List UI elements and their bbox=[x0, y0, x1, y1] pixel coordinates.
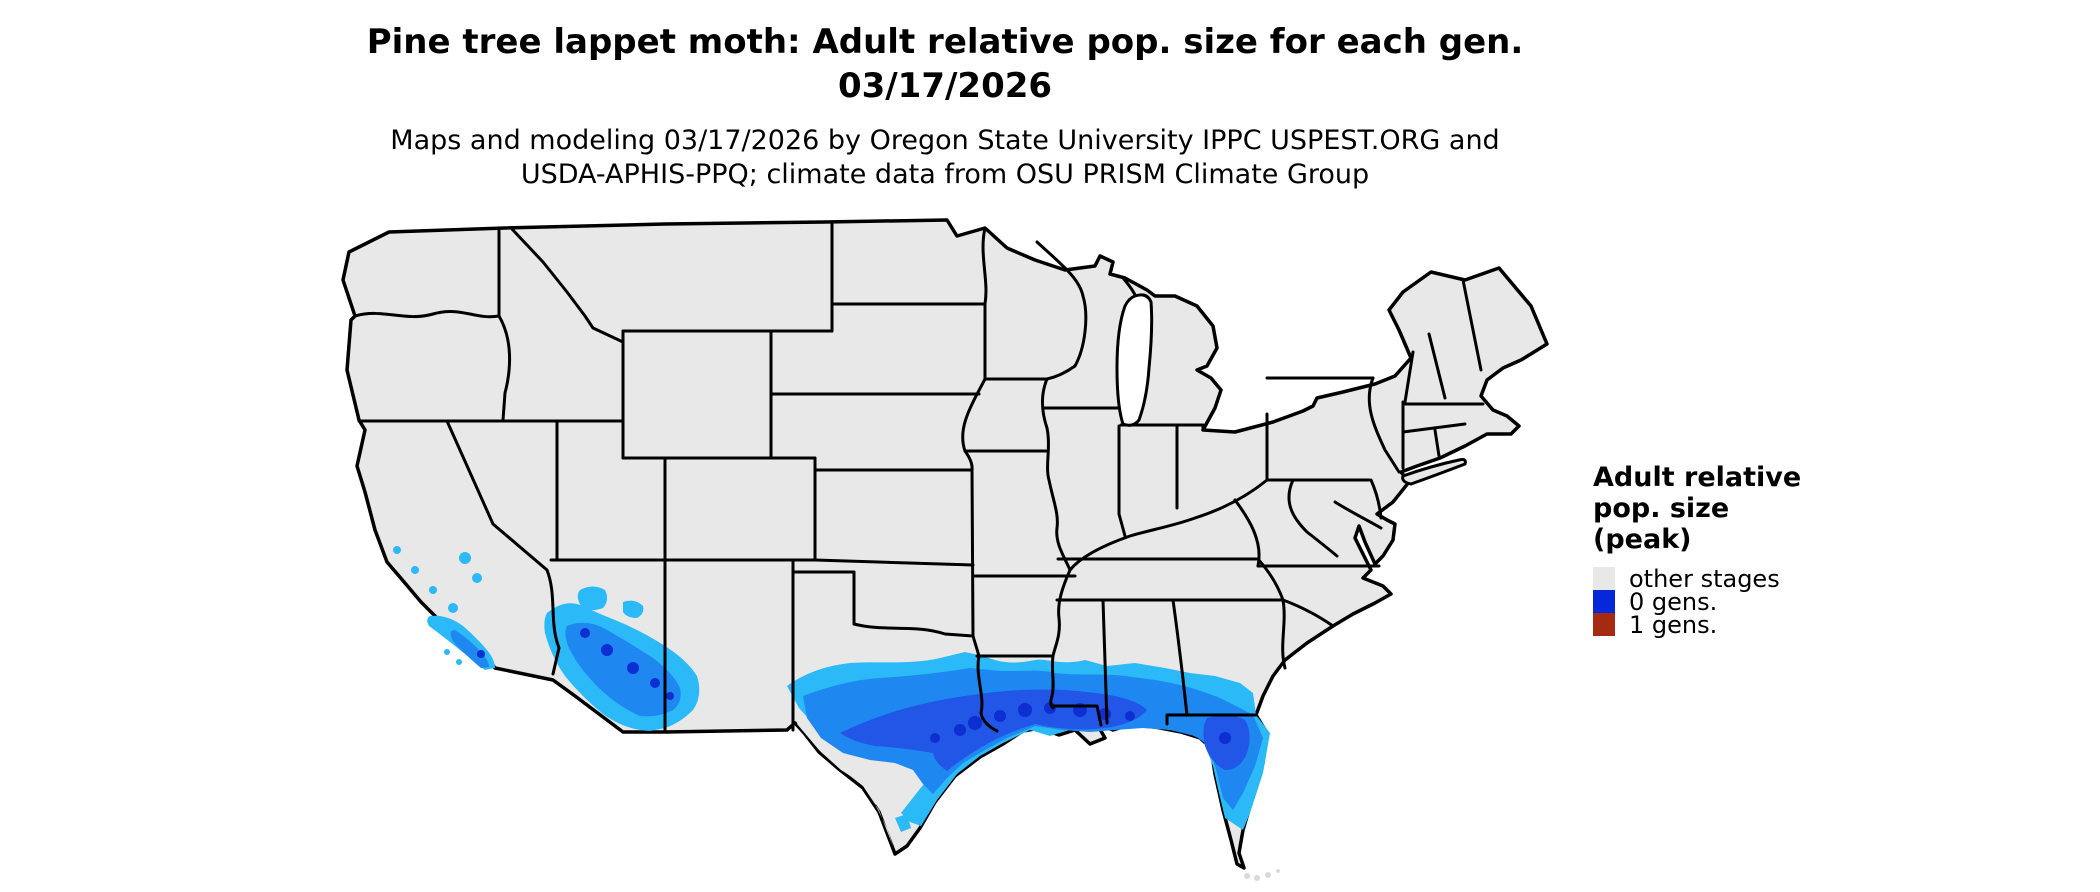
credits-line-1: Maps and modeling 03/17/2026 by Oregon S… bbox=[390, 125, 1500, 156]
legend-title-line-3: (peak) bbox=[1593, 524, 1692, 555]
legend-title-line-1: Adult relative bbox=[1593, 462, 1802, 493]
legend-swatch-other-stages bbox=[1593, 567, 1615, 590]
title-date: 03/17/2026 bbox=[837, 66, 1053, 106]
lake-michigan bbox=[1115, 293, 1154, 427]
florida-keys bbox=[1244, 869, 1280, 881]
map-credits: Maps and modeling 03/17/2026 by Oregon S… bbox=[345, 124, 1545, 192]
legend-item-0-gens: 0 gens. bbox=[1593, 587, 1853, 616]
us-choropleth-map bbox=[335, 218, 1557, 888]
page-title: Pine tree lappet moth: Adult relative po… bbox=[345, 20, 1545, 108]
credits-line-2: USDA-APHIS-PPQ; climate data from OSU PR… bbox=[520, 159, 1370, 190]
legend-label-1-gens: 1 gens. bbox=[1629, 610, 1718, 639]
legend-title: Adult relative pop. size (peak) bbox=[1593, 462, 1853, 555]
map-legend: Adult relative pop. size (peak) other st… bbox=[1593, 462, 1853, 639]
legend-item-1-gens: 1 gens. bbox=[1593, 610, 1853, 639]
long-island bbox=[1401, 458, 1467, 486]
legend-swatch-0-gens bbox=[1593, 590, 1615, 613]
legend-items: other stages 0 gens. 1 gens. bbox=[1593, 564, 1853, 639]
legend-swatch-1-gens bbox=[1593, 613, 1615, 636]
legend-label-other-stages: other stages bbox=[1629, 564, 1780, 593]
state-borders bbox=[353, 220, 1485, 734]
title-line-1: Pine tree lappet moth: Adult relative po… bbox=[366, 22, 1524, 62]
legend-label-0-gens: 0 gens. bbox=[1629, 587, 1718, 616]
legend-title-line-2: pop. size bbox=[1593, 493, 1730, 524]
population-shading bbox=[393, 546, 1270, 846]
us-map-svg bbox=[341, 218, 1549, 881]
legend-item-other-stages: other stages bbox=[1593, 564, 1853, 593]
